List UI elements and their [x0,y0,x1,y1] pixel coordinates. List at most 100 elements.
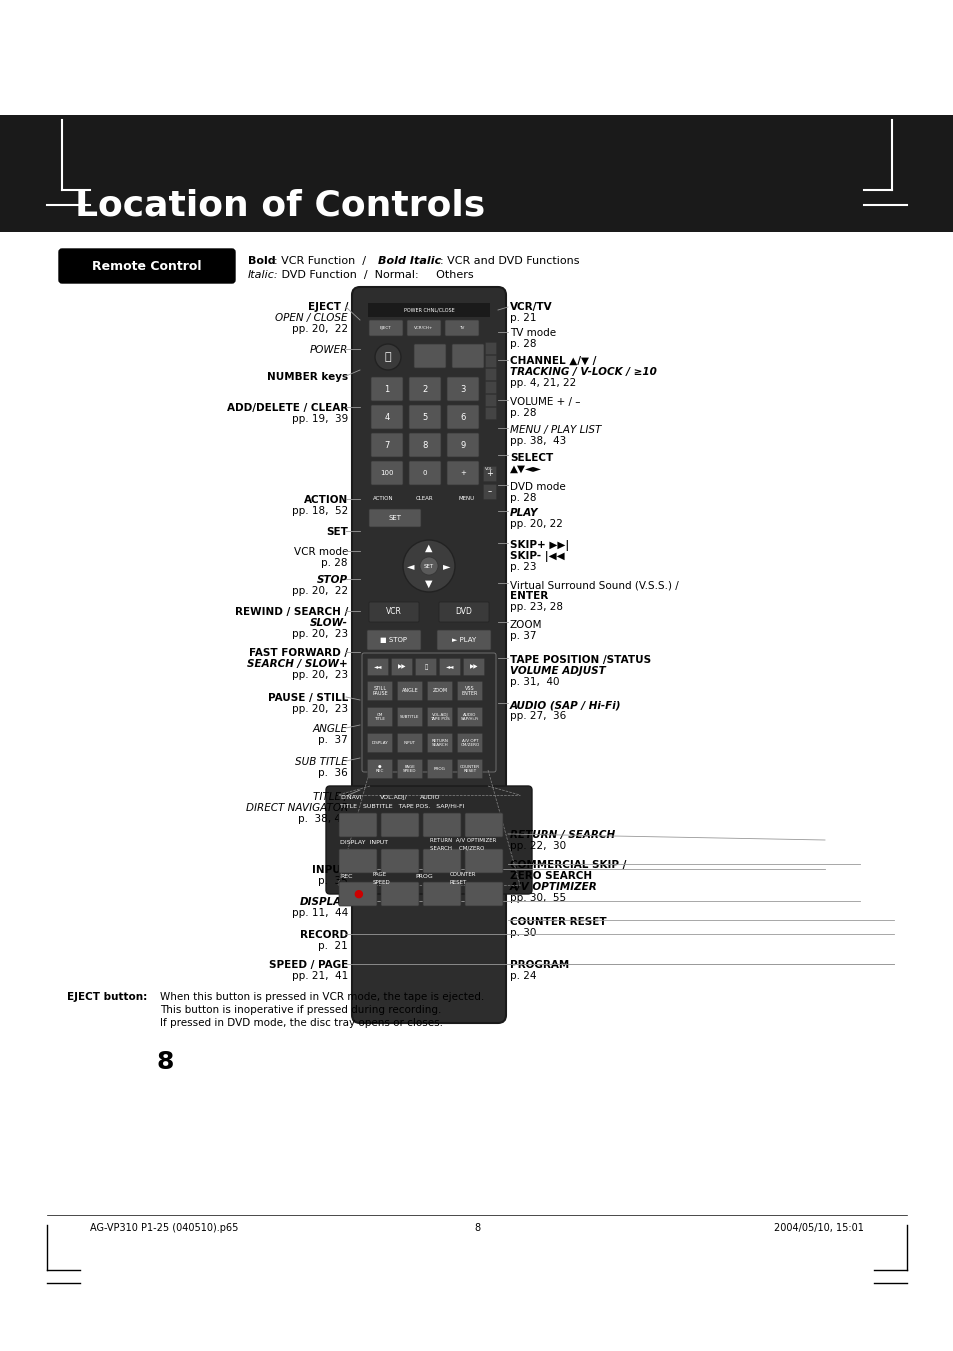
FancyBboxPatch shape [485,369,496,381]
Text: ▲▼◄►: ▲▼◄► [510,463,541,474]
Text: PAUSE / STILL: PAUSE / STILL [268,693,348,703]
FancyBboxPatch shape [371,377,402,401]
Text: SPEED / PAGE: SPEED / PAGE [269,961,348,970]
FancyBboxPatch shape [352,286,505,1023]
Text: PROGRAM: PROGRAM [510,961,569,970]
FancyBboxPatch shape [447,377,478,401]
Text: ACTION: ACTION [373,496,393,500]
Text: RETURN
SEARCH: RETURN SEARCH [431,739,448,747]
Circle shape [419,557,437,576]
Text: : VCR and DVD Functions: : VCR and DVD Functions [439,255,578,266]
Text: PAGE: PAGE [373,871,387,877]
Text: TITLE /: TITLE / [313,792,348,802]
Text: ANGLE: ANGLE [313,724,348,734]
Text: 8: 8 [422,440,427,450]
Text: PAGE
SPEED: PAGE SPEED [403,765,416,773]
Text: CLEAR: CLEAR [416,496,434,500]
Text: pp. 20,  23: pp. 20, 23 [292,630,348,639]
FancyBboxPatch shape [464,882,502,907]
Text: 2: 2 [422,385,427,393]
FancyBboxPatch shape [427,708,452,727]
FancyBboxPatch shape [416,658,436,676]
Text: p. 28: p. 28 [510,408,536,417]
Text: SKIP- |◀◀: SKIP- |◀◀ [510,551,564,562]
Text: D.NAVI: D.NAVI [339,794,361,800]
FancyBboxPatch shape [485,343,496,354]
FancyBboxPatch shape [485,394,496,407]
FancyBboxPatch shape [464,848,502,873]
Text: EJECT button:: EJECT button: [67,992,147,1002]
Text: SELECT: SELECT [510,453,553,463]
Text: NUMBER keys: NUMBER keys [267,372,348,382]
Text: pp. 27,  36: pp. 27, 36 [510,711,566,721]
Text: ◄◄: ◄◄ [445,665,454,670]
Text: SEARCH    CM/ZERO: SEARCH CM/ZERO [430,846,484,851]
FancyBboxPatch shape [380,882,418,907]
Bar [0,115,953,232]
Text: RESET: RESET [450,880,467,885]
FancyBboxPatch shape [338,848,376,873]
FancyBboxPatch shape [483,485,496,500]
Text: Bold: Bold [248,255,275,266]
Text: RETURN  A/V OPTIMIZER: RETURN A/V OPTIMIZER [430,838,496,842]
FancyBboxPatch shape [457,681,482,701]
FancyBboxPatch shape [447,405,478,430]
Text: SEARCH / SLOW+: SEARCH / SLOW+ [247,659,348,669]
Text: p. 28: p. 28 [321,558,348,567]
Text: DISPLAY  INPUT: DISPLAY INPUT [339,840,388,844]
FancyBboxPatch shape [338,813,376,838]
Text: pp. 22,  30: pp. 22, 30 [510,842,565,851]
Text: AUDIO
SAP/Hi-Fi: AUDIO SAP/Hi-Fi [460,713,478,721]
Text: ●
REC: ● REC [375,765,384,773]
Text: CM
TITLE: CM TITLE [375,713,385,721]
Text: p. 31,  40: p. 31, 40 [510,677,558,688]
Text: VOL.ADJ
TAPE POS: VOL.ADJ TAPE POS [430,713,450,721]
Text: ▼: ▼ [425,580,433,589]
Text: 2004/05/10, 15:01: 2004/05/10, 15:01 [773,1223,863,1233]
FancyBboxPatch shape [371,434,402,457]
FancyBboxPatch shape [409,377,440,401]
FancyBboxPatch shape [369,320,402,336]
FancyBboxPatch shape [483,466,496,481]
FancyBboxPatch shape [397,734,422,753]
FancyBboxPatch shape [391,658,412,676]
FancyBboxPatch shape [369,509,420,527]
FancyBboxPatch shape [397,759,422,778]
Text: ▲: ▲ [425,543,433,553]
Text: 9: 9 [460,440,465,450]
FancyBboxPatch shape [371,461,402,485]
Text: VOL: VOL [484,467,493,471]
Text: ■ STOP: ■ STOP [380,638,407,643]
Text: ⏻: ⏻ [384,353,391,362]
Text: VCR/CH+: VCR/CH+ [414,326,434,330]
Text: Location of Controls: Location of Controls [75,188,485,222]
Text: +: + [459,470,465,476]
FancyBboxPatch shape [457,759,482,778]
FancyBboxPatch shape [436,630,491,650]
Text: Italic:: Italic: [248,270,278,280]
Text: p. 28: p. 28 [510,339,536,349]
Text: ▶▶: ▶▶ [397,665,406,670]
Text: EJECT /: EJECT / [307,303,348,312]
Text: p.  37: p. 37 [318,735,348,744]
FancyBboxPatch shape [338,882,376,907]
Text: MENU / PLAY LIST: MENU / PLAY LIST [510,426,600,435]
Text: AUDIO: AUDIO [419,794,440,800]
Text: DISPLAY: DISPLAY [299,897,348,907]
Text: Remote Control: Remote Control [92,259,201,273]
Text: CHANNEL ▲/▼ /: CHANNEL ▲/▼ / [510,357,596,366]
FancyBboxPatch shape [59,249,234,282]
Text: pp. 30,  55: pp. 30, 55 [510,893,565,902]
Text: INPUT: INPUT [403,740,416,744]
Text: 8: 8 [474,1223,479,1233]
FancyBboxPatch shape [380,848,418,873]
Text: 1: 1 [384,385,389,393]
Text: pp. 21,  41: pp. 21, 41 [292,971,348,981]
Text: SUB TITLE: SUB TITLE [295,757,348,767]
Text: SET: SET [423,563,434,569]
Text: pp. 38,  43: pp. 38, 43 [510,436,566,446]
Text: ◄: ◄ [407,561,415,571]
FancyBboxPatch shape [367,708,392,727]
Text: DISPLAY: DISPLAY [372,740,388,744]
Text: DVD Function  /  Normal:     Others: DVD Function / Normal: Others [277,270,473,280]
